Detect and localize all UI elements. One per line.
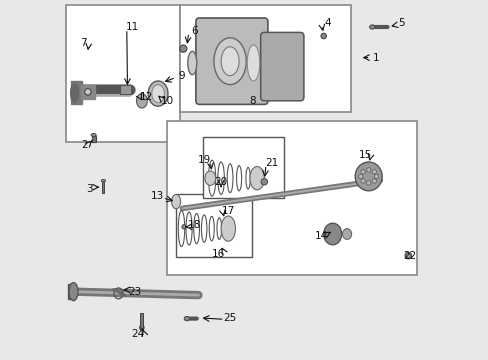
Ellipse shape <box>101 180 105 182</box>
Text: 14: 14 <box>315 231 328 241</box>
Ellipse shape <box>366 168 370 172</box>
Ellipse shape <box>371 170 376 174</box>
Text: 20: 20 <box>214 177 227 187</box>
Text: 11: 11 <box>125 22 139 32</box>
Ellipse shape <box>213 38 246 85</box>
Text: 10: 10 <box>160 96 173 106</box>
Text: 9: 9 <box>178 71 184 81</box>
Ellipse shape <box>91 134 96 136</box>
Ellipse shape <box>404 252 411 259</box>
Bar <box>68 284 75 299</box>
Text: 5: 5 <box>397 18 404 28</box>
Ellipse shape <box>366 181 370 185</box>
Text: 19: 19 <box>198 155 211 165</box>
Ellipse shape <box>184 316 189 321</box>
Ellipse shape <box>182 225 186 229</box>
Ellipse shape <box>369 25 374 29</box>
Ellipse shape <box>151 85 164 103</box>
Text: 22: 22 <box>402 251 415 261</box>
Ellipse shape <box>84 89 91 95</box>
Ellipse shape <box>136 94 147 108</box>
Ellipse shape <box>204 171 215 185</box>
Bar <box>91 136 96 142</box>
Text: 18: 18 <box>187 220 200 230</box>
Ellipse shape <box>374 174 378 179</box>
Text: 12: 12 <box>140 92 153 102</box>
FancyArrowPatch shape <box>74 292 198 295</box>
Text: 21: 21 <box>264 158 278 168</box>
FancyBboxPatch shape <box>196 18 267 104</box>
Ellipse shape <box>360 179 365 183</box>
Ellipse shape <box>371 179 376 183</box>
Text: 7: 7 <box>80 38 86 48</box>
Text: 6: 6 <box>190 26 197 36</box>
Bar <box>71 81 81 104</box>
FancyArrowPatch shape <box>74 292 198 295</box>
Ellipse shape <box>360 170 365 174</box>
Text: 15: 15 <box>358 150 371 160</box>
Text: 2: 2 <box>81 140 87 150</box>
Text: 25: 25 <box>223 312 236 323</box>
Bar <box>176 194 251 257</box>
Ellipse shape <box>171 194 180 209</box>
Text: 16: 16 <box>211 249 225 259</box>
Text: 4: 4 <box>324 18 330 28</box>
Ellipse shape <box>221 47 239 76</box>
Ellipse shape <box>70 84 79 102</box>
Ellipse shape <box>221 216 235 241</box>
Bar <box>120 85 131 94</box>
Text: 24: 24 <box>131 329 144 339</box>
FancyArrowPatch shape <box>182 180 380 208</box>
Ellipse shape <box>354 162 382 191</box>
Bar <box>102 182 104 193</box>
Bar <box>81 85 95 99</box>
Bar <box>140 313 143 328</box>
Ellipse shape <box>342 229 351 239</box>
Bar <box>179 5 350 112</box>
Text: 13: 13 <box>150 191 163 201</box>
Text: 1: 1 <box>372 53 378 63</box>
FancyArrowPatch shape <box>182 180 380 208</box>
Ellipse shape <box>261 179 267 185</box>
Ellipse shape <box>179 45 186 52</box>
Text: 3: 3 <box>85 184 92 194</box>
Text: 8: 8 <box>249 96 256 106</box>
Bar <box>203 137 284 198</box>
Ellipse shape <box>69 283 78 301</box>
Ellipse shape <box>249 166 264 190</box>
Ellipse shape <box>406 254 409 257</box>
Bar <box>66 5 179 142</box>
Ellipse shape <box>140 325 144 330</box>
Ellipse shape <box>320 33 325 39</box>
Text: 17: 17 <box>221 206 234 216</box>
Ellipse shape <box>148 81 168 106</box>
Ellipse shape <box>358 174 362 179</box>
Bar <box>167 121 416 275</box>
FancyArrowPatch shape <box>114 289 125 296</box>
Text: 23: 23 <box>128 287 141 297</box>
Ellipse shape <box>247 45 259 81</box>
Ellipse shape <box>323 223 341 245</box>
Ellipse shape <box>187 51 196 75</box>
FancyBboxPatch shape <box>260 32 303 101</box>
